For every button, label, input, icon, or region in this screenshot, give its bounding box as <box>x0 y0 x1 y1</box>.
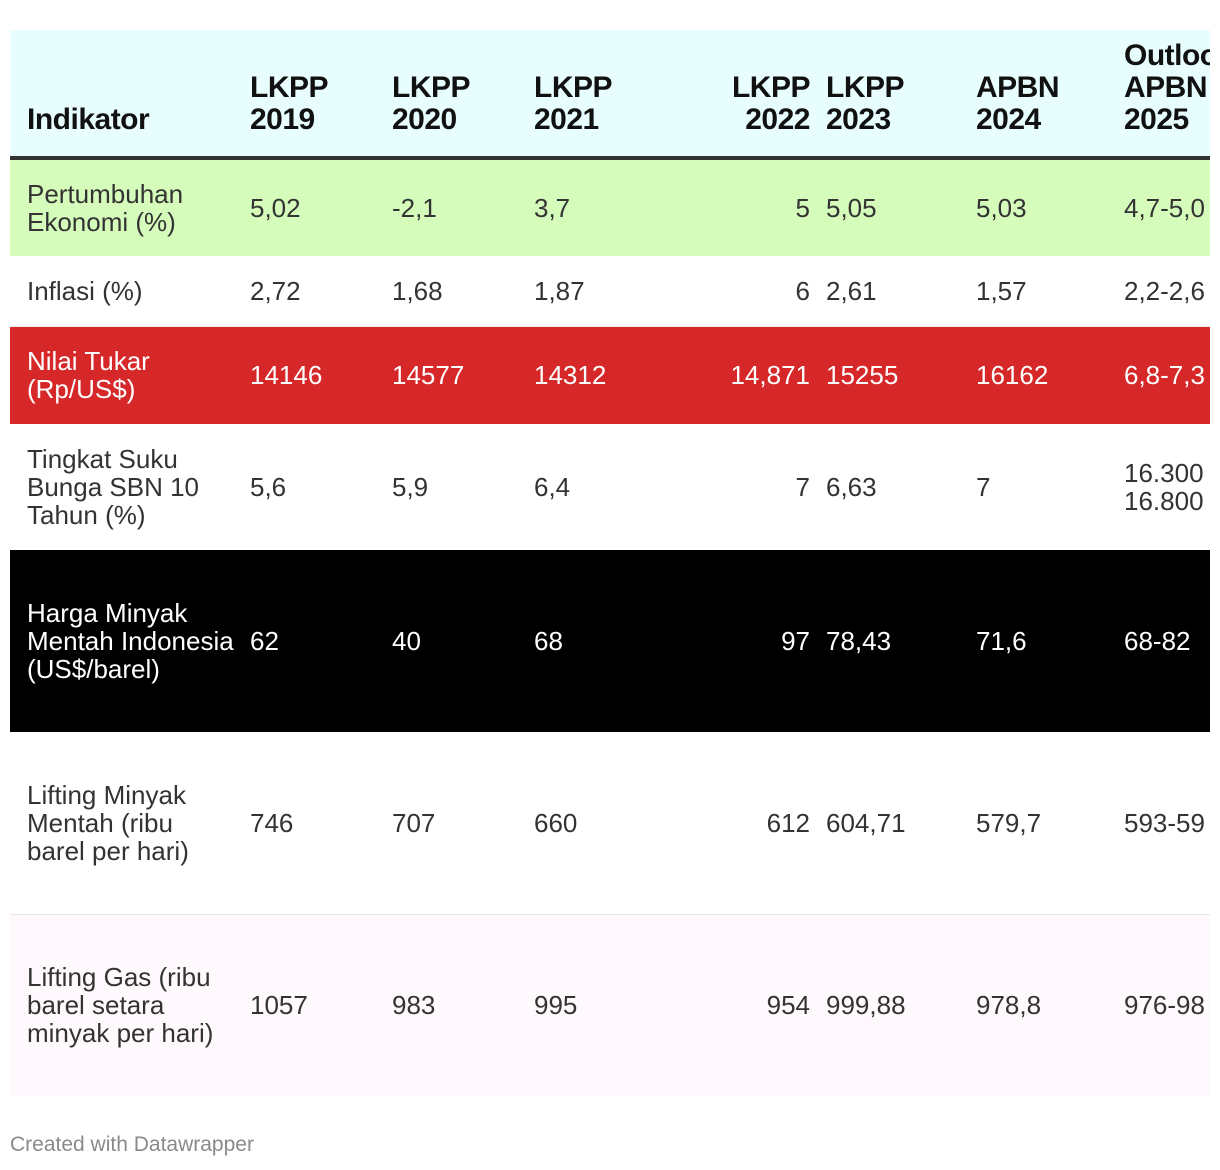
column-header-apbn-2024: APBN 2024 <box>968 30 1116 160</box>
table-cell: 1,87 <box>534 275 585 306</box>
column-header-lkpp-2019: LKPP 2019 <box>242 30 384 160</box>
column-header-indikator: Indikator <box>10 30 242 160</box>
table-cell: 612 <box>766 807 810 838</box>
table-cell: 5,6 <box>250 472 287 502</box>
table-cell: 68-82 <box>1124 626 1191 656</box>
table-row-lifting-minyak: Lifting Minyak Mentah (ribu barel per ha… <box>10 732 1210 914</box>
table-cell: 7 <box>795 472 810 502</box>
table-cell: -2,1 <box>392 193 437 223</box>
table-cell: 6 <box>795 275 810 306</box>
table-cell: 7 <box>976 472 991 502</box>
table-cell: 14146 <box>250 360 323 391</box>
table-row-pertumbuhan-ekonomi: Pertumbuhan Ekonomi (%) 5,02 -2,1 3,7 5 … <box>10 158 1210 256</box>
table-cell: 78,43 <box>826 626 892 656</box>
table-cell: 5,03 <box>976 193 1027 223</box>
table-cell: 978,8 <box>976 990 1042 1021</box>
table-row-lifting-gas: Lifting Gas (ribu barel setara minyak pe… <box>10 914 1210 1096</box>
table-cell: 5 <box>795 193 810 223</box>
table-header-row: Indikator LKPP 2019 LKPP 2020 LKPP 2021 … <box>10 30 1210 160</box>
row-label: Lifting Gas (ribu barel setara minyak pe… <box>27 962 214 1049</box>
table-cell: 995 <box>534 990 578 1021</box>
table-cell: 14312 <box>534 360 607 391</box>
table-cell: 976-98 <box>1124 990 1205 1021</box>
data-table-container: Indikator LKPP 2019 LKPP 2020 LKPP 2021 … <box>10 30 1210 1096</box>
table-cell: 14,871 <box>730 360 810 391</box>
table-cell: 2,61 <box>826 275 877 306</box>
column-header-lkpp-2023: LKPP 2023 <box>818 30 968 160</box>
table-cell: 999,88 <box>826 990 906 1021</box>
table-cell: 707 <box>392 807 436 838</box>
table-cell: 746 <box>250 807 294 838</box>
table-cell: 3,7 <box>534 193 571 223</box>
table-cell: 1057 <box>250 990 308 1021</box>
datawrapper-credit[interactable]: Created with Datawrapper <box>10 1133 254 1156</box>
table-row-suku-bunga-sbn: Tingkat Suku Bunga SBN 10 Tahun (%) 5,6 … <box>10 424 1210 550</box>
table-cell: 5,9 <box>392 472 429 502</box>
table-cell: 40 <box>392 626 421 656</box>
table-row-inflasi: Inflasi (%) 2,72 1,68 1,87 6 2,61 1,57 2… <box>10 256 1210 326</box>
table-cell: 5,02 <box>250 193 301 223</box>
table-cell: 6,8-7,3 <box>1124 360 1205 391</box>
table-cell: 579,7 <box>976 807 1042 838</box>
table-cell: 604,71 <box>826 807 906 838</box>
row-label: Pertumbuhan Ekonomi (%) <box>27 179 184 237</box>
column-header-outlook-2025: Outlook APBN 2025 <box>1116 30 1210 160</box>
table-cell: 1,68 <box>392 275 443 306</box>
table-cell: 1,57 <box>976 275 1027 306</box>
column-header-lkpp-2021: LKPP 2021 <box>526 30 668 160</box>
table-cell: 15255 <box>826 360 899 391</box>
table-cell: 2,72 <box>250 275 301 306</box>
table-cell: 62 <box>250 626 279 656</box>
row-label: Harga Minyak Mentah Indonesia (US$/barel… <box>27 598 234 684</box>
table-cell: 6,63 <box>826 472 877 502</box>
table-cell: 660 <box>534 807 578 838</box>
table-cell: 71,6 <box>976 626 1027 656</box>
table-cell: 16.300 16.800 <box>1124 458 1204 516</box>
table-cell: 5,05 <box>826 193 877 223</box>
table-cell: 14577 <box>392 360 465 391</box>
table-cell: 68 <box>534 626 563 656</box>
table-cell: 6,4 <box>534 472 571 502</box>
row-label: Nilai Tukar (Rp/US$) <box>27 346 150 405</box>
table-cell: 2,2-2,6 <box>1124 275 1205 306</box>
table-cell: 4,7-5,0 <box>1124 193 1205 223</box>
table-cell: 954 <box>766 990 810 1021</box>
table-cell: 97 <box>781 626 810 656</box>
table-row-nilai-tukar: Nilai Tukar (Rp/US$) 14146 14577 14312 1… <box>10 326 1210 424</box>
table-row-harga-minyak: Harga Minyak Mentah Indonesia (US$/barel… <box>10 550 1210 732</box>
table-cell: 16162 <box>976 360 1049 391</box>
row-label: Tingkat Suku Bunga SBN 10 Tahun (%) <box>27 444 200 530</box>
data-table: Indikator LKPP 2019 LKPP 2020 LKPP 2021 … <box>10 30 1210 1096</box>
row-label: Lifting Minyak Mentah (ribu barel per ha… <box>27 779 189 866</box>
column-header-lkpp-2022: LKPP 2022 <box>668 30 818 160</box>
table-cell: 983 <box>392 990 436 1021</box>
column-header-lkpp-2020: LKPP 2020 <box>384 30 526 160</box>
table-cell: 593-59 <box>1124 807 1205 838</box>
row-label: Inflasi (%) <box>27 275 143 306</box>
